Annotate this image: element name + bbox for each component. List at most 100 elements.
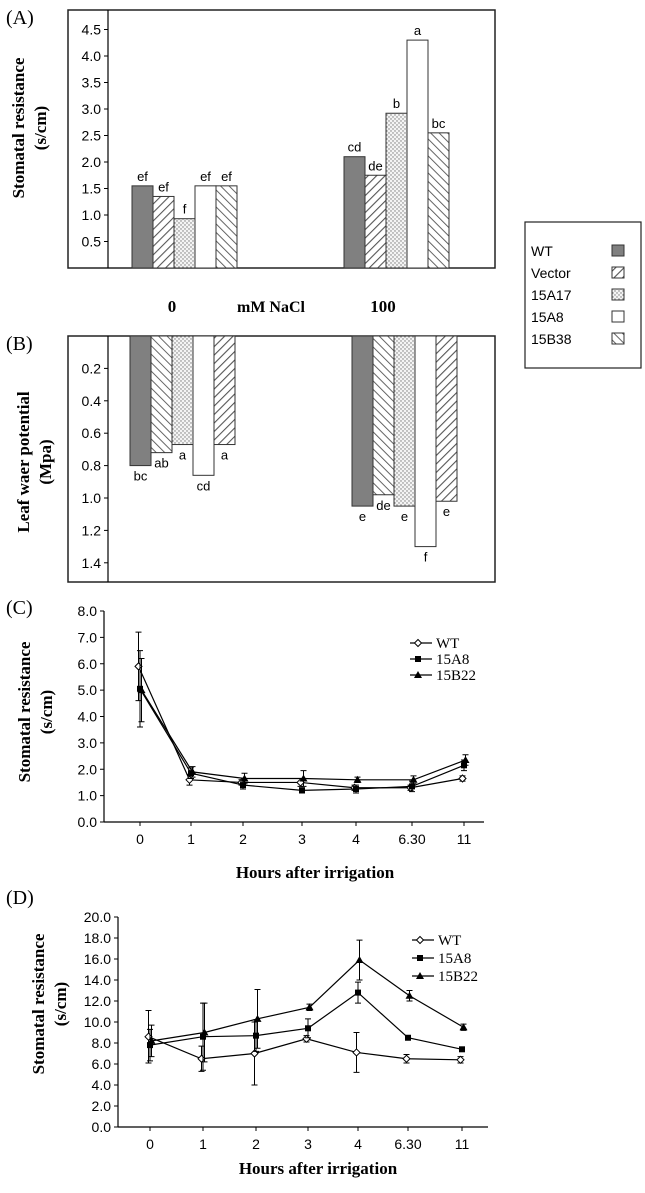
panel-a-bar-15B38-1: [427, 132, 450, 269]
panel-d-point-WT: [402, 1054, 411, 1063]
panel-a-category-1: 100: [370, 297, 396, 316]
panel-d-legend-marker-WT: [415, 935, 425, 945]
panel-d-point-15B22: [253, 1014, 262, 1022]
legend-ab-swatch-Vector: [611, 266, 625, 279]
legend-ab-label-15A17: 15A17: [531, 287, 572, 303]
panel-b-letter-15A17-1: e: [401, 509, 408, 524]
legend-ab-label-15B38: 15B38: [531, 331, 572, 347]
panel-d-ytick-label: 16.0: [84, 951, 111, 967]
panel-c-ytick-label: 3.0: [78, 735, 98, 751]
panel-d-ytick-label: 10.0: [84, 1014, 111, 1030]
panel-d-point-15B22: [405, 991, 414, 999]
panel-d-xtick-label: 6.30: [394, 1136, 421, 1152]
panel-c-point-15B22: [461, 756, 470, 764]
panel-a-letter-Vector-0: ef: [158, 179, 169, 194]
panel-d-xtick-label: 1: [199, 1136, 207, 1152]
panel-a-ytick-label: 1.5: [82, 181, 102, 197]
panel-d-point-15B22: [147, 1036, 156, 1044]
panel-c-point-15B22: [299, 774, 308, 782]
panel-d-point-15A8: [147, 1042, 153, 1049]
panel-c-point-15B22: [353, 775, 362, 783]
panel-a-bar-WT-1: [343, 156, 366, 269]
panel-c-ytick-label: 2.0: [78, 761, 98, 777]
panel-a-letter-15A17-1: b: [393, 96, 400, 111]
panel-d-ytick-label: 4.0: [92, 1077, 112, 1093]
legend-ab-swatch-15A17: [611, 288, 625, 301]
panel-d-point-15A8: [405, 1034, 411, 1041]
panel-c-point-15A8: [299, 787, 305, 794]
panel-b-bar-15A17-0: [171, 335, 194, 446]
panel-b-bar-15B38-0: [213, 335, 236, 446]
panel-c: (C) Stomatal resistance (s/cm) 0.0 1.0 2.0…: [6, 597, 484, 882]
panel-c-line-WT: [137, 666, 463, 789]
panel-c-legend-marker-15B22: [414, 671, 422, 678]
panel-a-letter-WT-1: cd: [348, 140, 362, 155]
panel-b-tag: (B): [6, 333, 33, 355]
panel-a: (A) Stomatal resistance (s/cm) 0.5 1.0 1.5…: [6, 7, 496, 316]
panel-d-xtick-label: 4: [354, 1136, 362, 1152]
panel-c-ytick-label: 4.0: [78, 709, 98, 725]
panel-d-point-WT: [302, 1034, 311, 1044]
panel-d-ytick-label: 6.0: [92, 1056, 112, 1072]
panel-c-xtick-label: 6.30: [398, 831, 425, 847]
panel-c-ylabel-units: (s/cm): [37, 690, 56, 734]
legend-ab-label-15A8: 15A8: [531, 309, 564, 325]
panel-a-ytick-label: 2.5: [82, 128, 102, 144]
panel-c-point-15A8: [353, 786, 359, 793]
panel-d-ytick-label: 18.0: [84, 930, 111, 946]
panel-b-ytick-label: 1.2: [82, 522, 102, 538]
panel-b-ylabel-units: (Mpa): [36, 439, 55, 484]
panel-d-point-WT: [352, 1048, 361, 1057]
panel-c-ytick-label: 5.0: [78, 682, 98, 698]
panel-d-point-15B22: [459, 1023, 468, 1031]
panel-d-xtick-label: 0: [146, 1136, 154, 1152]
panel-a-bar-15B38-0: [215, 185, 238, 269]
panel-c-ylabel: Stomatal resistance: [15, 641, 34, 782]
panel-a-bar-WT-0: [131, 185, 154, 269]
panel-c-tag: (C): [6, 597, 33, 619]
panel-b-letter-15A8-1: f: [424, 550, 428, 565]
panel-a-ytick-label: 3.5: [82, 75, 102, 91]
panel-b-letter-WT-1: e: [359, 509, 366, 524]
panel-c-ytick-label: 8.0: [78, 603, 98, 619]
panel-b-bar-WT-0: [129, 335, 152, 467]
panel-c-xlabel: Hours after irrigation: [236, 863, 395, 882]
panel-a-bar-Vector-1: [364, 174, 387, 269]
panel-d-xtick-label: 11: [455, 1136, 470, 1152]
panel-d-point-15A8: [200, 1033, 206, 1040]
panel-a-ytick-label: 4.5: [82, 22, 102, 38]
legend-ab: WT Vector 15A17 15A8 15B38: [524, 221, 642, 369]
panel-c-xtick-label: 2: [239, 831, 247, 847]
panel-a-bar-15A17-1: [385, 112, 408, 269]
panel-b-letter-15A8-0: cd: [197, 478, 211, 493]
panel-b-bar-Vector-0: [150, 335, 173, 454]
panel-b-letter-15B38-1: e: [443, 504, 450, 519]
panel-a-letter-15A8-0: ef: [200, 169, 211, 184]
panel-d-ylabel-units: (s/cm): [51, 982, 70, 1026]
panel-c-point-15A8: [240, 782, 246, 789]
panel-c-point-15A8: [409, 783, 415, 790]
panel-a-letter-15A8-1: a: [414, 23, 422, 38]
panel-d-point-15A8: [355, 989, 361, 996]
panel-b-ylabel: Leaf waer potential: [14, 391, 33, 533]
panel-b-ytick-label: 1.4: [82, 555, 102, 571]
panel-d-legend-label-15B22: 15B22: [438, 969, 478, 985]
panel-d: (D) Stomatal resistance (s/cm) 0.0 2.0 4.0…: [6, 887, 488, 1178]
panel-c-ytick-label: 1.0: [78, 788, 98, 804]
panel-d-ytick-label: 0.0: [92, 1119, 112, 1135]
panel-c-point-WT: [134, 662, 143, 671]
panel-c-xtick-label: 0: [136, 831, 144, 847]
panel-b-letter-15A17-0: a: [179, 448, 187, 463]
panel-d-point-15B22: [355, 956, 364, 964]
panel-d-tag: (D): [6, 887, 34, 909]
panel-c-xtick-label: 3: [298, 831, 306, 847]
panel-d-ytick-label: 12.0: [84, 993, 111, 1009]
panel-d-legend-marker-15A8: [417, 955, 423, 961]
panel-b-bar-15A8-1: [414, 335, 437, 548]
panel-d-point-15A8: [253, 1032, 259, 1039]
legend-ab-label-Vector: Vector: [531, 265, 571, 281]
panel-b-ytick-label: 0.2: [82, 360, 102, 376]
panel-b-ytick-label: 1.0: [82, 490, 102, 506]
panel-c-point-15B22: [409, 775, 418, 783]
panel-a-ytick-label: 4.0: [82, 48, 102, 64]
